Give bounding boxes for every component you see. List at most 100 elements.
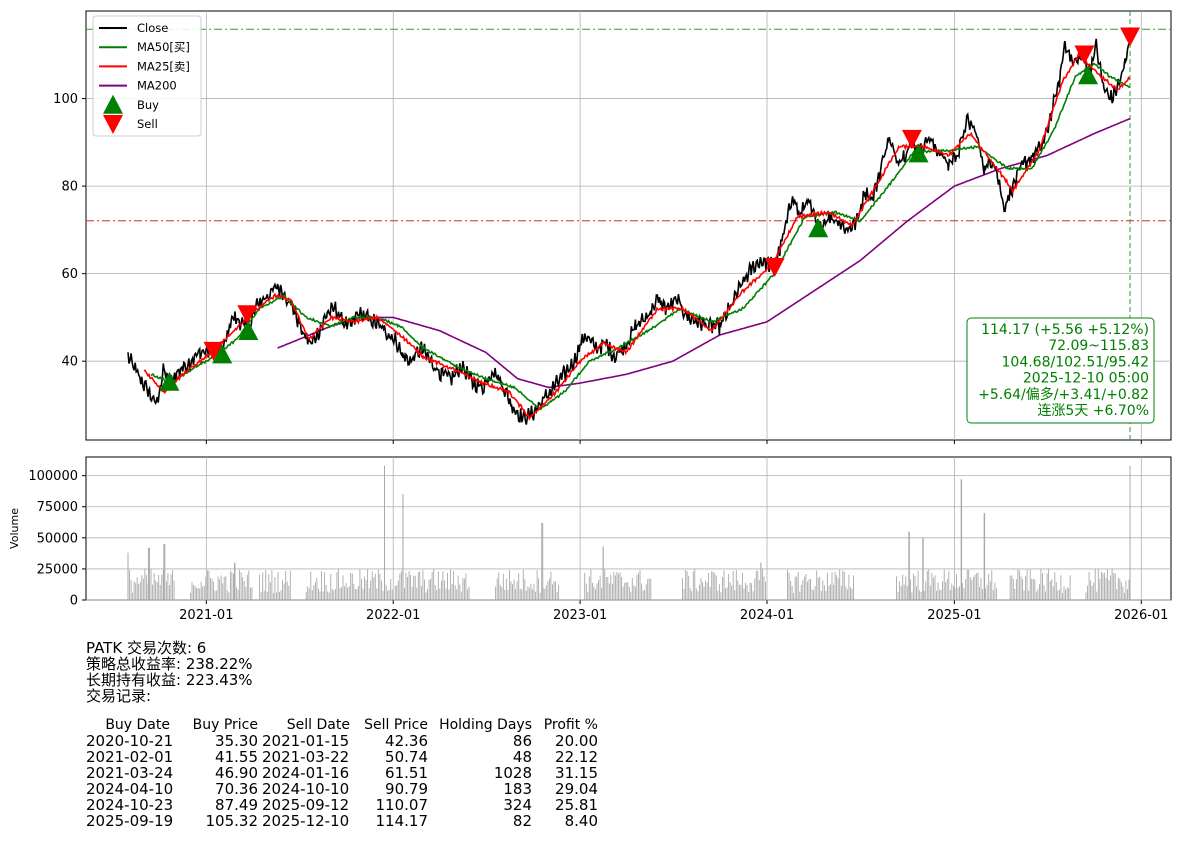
sell-price: 114.17 [375,812,429,830]
sell-date: 2025-12-10 [262,812,350,830]
sell-marker [901,129,922,149]
trade-count-text: PATK 交易次数: 6 [86,639,207,657]
legend-label: MA25[卖] [137,59,190,73]
buy-date: 2024-10-23 [86,796,174,814]
legend-label: Sell [137,117,158,131]
trade-row: 2025-09-19 105.32 2025-12-10 114.17 82 8… [86,813,598,829]
buy-price: 87.49 [215,796,258,814]
info-box-line: +5.64/偏多/+3.41/+0.82 [978,386,1149,403]
trade-row: 2024-04-10 70.36 2024-10-10 90.79 183 29… [86,781,598,797]
buy-marker [212,344,233,364]
legend-label: MA50[买] [137,40,190,54]
trade-row: 2021-03-24 46.90 2024-01-16 61.51 1028 3… [86,765,598,781]
price-y-tick-label: 40 [61,355,78,370]
legend-marker [103,94,123,114]
volume-plot-frame [85,456,1172,601]
buy-date: 2021-02-01 [86,748,174,766]
holding-days: 48 [512,748,532,766]
buy-marker [159,371,180,391]
buy-price: 46.90 [215,764,258,782]
header-buy-date: Buy Date [105,717,170,733]
holding-days: 324 [503,796,532,814]
info-box-line: 连涨5天 +6.70% [1037,403,1149,419]
info-box-frame [966,317,1155,424]
buy-date: 2025-09-19 [86,812,174,830]
profit-pct: 22.12 [555,748,598,766]
trade-log-title: 交易记录: [86,687,152,705]
strategy-summary: PATK 交易次数: 6 策略总收益率: 238.22% 长期持有收益: 223… [86,640,253,704]
volume-panel: 2021-01 2022-01 2023-01 2024-01 2025-01 2026-… [8,456,1172,623]
price-y-tick-label: 100 [53,92,78,107]
price-y-tick-label: 60 [61,267,78,282]
sell-marker [764,258,785,278]
holding-days: 82 [512,812,532,830]
volume-y-tick-label: 50000 [37,531,78,546]
x-tick-label: 2022-01 [366,608,420,623]
profit-pct: 25.81 [555,796,598,814]
header-sell-date: Sell Date [286,717,350,733]
ma200-line [277,117,1131,389]
buy-date: 2021-03-24 [86,764,174,782]
trade-log-header-row: Buy Date Buy Price Sell Date Sell Price … [86,718,598,733]
sell-price: 50.74 [385,748,428,766]
buy-marker [1078,65,1099,85]
x-tick-label: 2021-01 [179,608,233,623]
volume-y-tick-label: 100000 [28,469,78,484]
sell-marker [1120,27,1141,47]
buy-hold-return-text: 长期持有收益: 223.43% [86,671,253,689]
info-box-line: 104.68/102.51/95.42 [1002,354,1150,370]
profit-pct: 8.40 [564,812,598,830]
ma25-line [143,52,1131,421]
holding-days: 1028 [493,764,532,782]
holding-days: 86 [512,732,532,750]
header-holding-days: Holding Days [439,717,532,733]
sell-date: 2024-10-10 [262,780,350,798]
sell-price: 110.07 [375,796,429,814]
header-buy-price: Buy Price [192,717,258,733]
sell-date: 2021-03-22 [262,748,350,766]
buy-marker [808,218,829,238]
trade-row: 2020-10-21 35.30 2021-01-15 42.36 86 20.… [86,733,598,749]
strategy-return-text: 策略总收益率: 238.22% [86,655,253,673]
price-y-tick-label: 80 [61,180,78,195]
info-box-line: 2025-12-10 05:00 [1023,371,1149,387]
buy-price: 105.32 [205,812,259,830]
volume-y-tick-label: 25000 [37,562,78,577]
chart-legend: Close MA50[买] MA25[卖] MA200 Buy Sell [92,15,202,137]
buy-price: 70.36 [215,780,258,798]
legend-box [92,15,202,137]
trade-row: 2024-10-23 87.49 2025-09-12 110.07 324 2… [86,797,598,813]
sell-date: 2024-01-16 [262,764,350,782]
price-panel: 40 60 80 100 Close MA50[买] MA25[卖] MA200 Buy Sell… [53,10,1172,444]
header-sell-price: Sell Price [364,717,428,733]
buy-date: 2020-10-21 [86,732,174,750]
header-profit: Profit % [543,717,598,733]
volume-y-tick-label: 0 [70,594,78,609]
price-info-box: 114.17 (+5.56 +5.12%)72.09~115.83104.68/… [966,317,1155,424]
sell-marker [203,341,224,361]
volume-axis-label: Volume [8,508,21,549]
x-tick-label: 2025-01 [927,608,981,623]
legend-label: Close [137,21,168,35]
sell-price: 61.51 [385,764,428,782]
legend-label: MA200 [137,79,177,93]
trade-log-table: Buy Date Buy Price Sell Date Sell Price … [86,718,598,830]
stock-chart: 40 60 80 100 Close MA50[买] MA25[卖] MA200 Buy Sell… [8,10,1172,623]
legend-marker [103,115,123,134]
sell-price: 42.36 [385,732,428,750]
buy-marker [908,143,929,163]
info-box-line: 114.17 (+5.56 +5.12%) [981,322,1149,338]
profit-pct: 20.00 [555,732,598,750]
x-tick-label: 2024-01 [740,608,794,623]
trade-row: 2021-02-01 41.55 2021-03-22 50.74 48 22.… [86,749,598,765]
buy-price: 35.30 [215,732,258,750]
ma50-line [150,62,1131,411]
sell-date: 2025-09-12 [262,796,350,814]
buy-price: 41.55 [215,748,258,766]
volume-y-tick-label: 75000 [37,500,78,515]
x-tick-label: 2026-01 [1114,608,1168,623]
sell-price: 90.79 [385,780,428,798]
buy-marker [238,320,259,340]
buy-date: 2024-04-10 [86,780,174,798]
holding-days: 183 [503,780,532,798]
